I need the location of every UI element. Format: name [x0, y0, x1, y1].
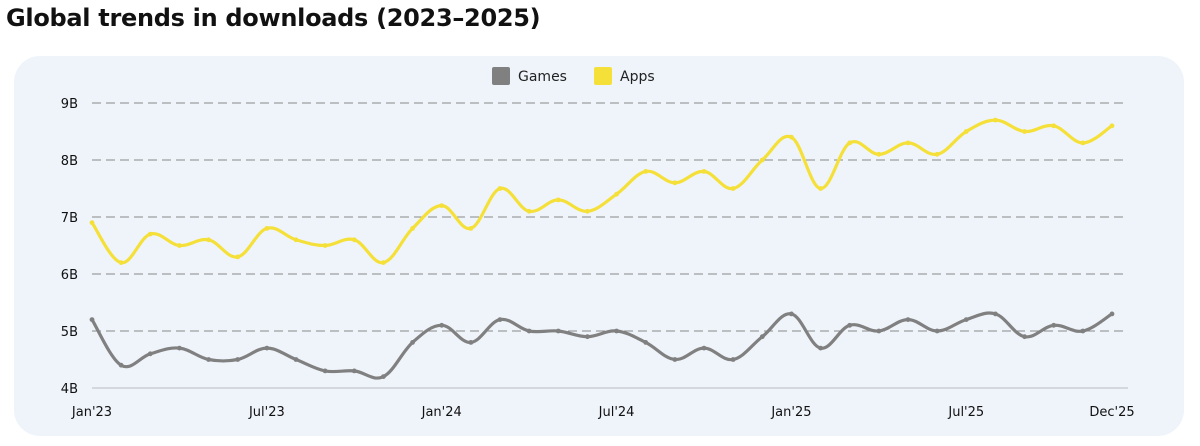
- x-tick-label: Jul'25: [947, 405, 984, 420]
- x-tick-label: Jan'23: [71, 405, 112, 420]
- games-data-point: [293, 357, 299, 362]
- games-data-point: [934, 328, 940, 334]
- apps-data-point: [759, 157, 765, 163]
- games-data-point: [818, 345, 823, 351]
- apps-data-point: [381, 260, 386, 265]
- apps-data-point: [235, 254, 241, 260]
- games-data-point: [1022, 334, 1027, 340]
- apps-data-point: [585, 208, 590, 214]
- games-data-point: [439, 322, 445, 328]
- games-data-point: [264, 345, 270, 351]
- apps-data-point: [818, 186, 823, 191]
- apps-legend-label: Apps: [620, 69, 655, 85]
- apps-data-point: [264, 226, 270, 231]
- apps-data-point: [497, 186, 503, 191]
- apps-data-point: [672, 180, 678, 186]
- games-data-point: [351, 368, 357, 374]
- y-tick-label: 9B: [61, 97, 78, 112]
- apps-data-point: [526, 208, 532, 214]
- games-data-point: [614, 328, 619, 334]
- games-data-point: [759, 334, 765, 340]
- games-data-point: [701, 345, 707, 351]
- games-data-point: [876, 328, 882, 334]
- apps-data-point: [1022, 129, 1027, 134]
- apps-data-point: [555, 197, 561, 203]
- chart-title: Global trends in downloads (2023–2025): [6, 4, 541, 32]
- games-data-point: [381, 374, 386, 379]
- games-data-point: [235, 357, 241, 362]
- games-data-point: [1080, 328, 1086, 334]
- games-data-point: [555, 328, 561, 334]
- games-data-point: [89, 317, 95, 322]
- apps-data-point: [701, 169, 707, 174]
- apps-data-point: [468, 226, 474, 231]
- games-data-point: [177, 345, 182, 351]
- apps-data-point: [147, 231, 153, 237]
- games-data-point: [468, 340, 474, 345]
- apps-data-point: [963, 129, 969, 134]
- apps-data-point: [206, 237, 211, 243]
- apps-data-point: [177, 243, 182, 248]
- apps-legend-swatch: [594, 67, 612, 85]
- apps-data-point: [118, 260, 124, 265]
- x-tick-label: Dec'25: [1089, 405, 1134, 420]
- y-tick-label: 6B: [61, 268, 78, 283]
- games-data-point: [206, 357, 211, 362]
- games-data-point: [905, 317, 911, 322]
- games-data-point: [497, 317, 503, 322]
- games-data-point: [993, 311, 998, 317]
- apps-data-point: [439, 203, 445, 209]
- apps-data-point: [351, 237, 357, 243]
- games-data-point: [585, 334, 590, 340]
- apps-data-point: [614, 191, 619, 197]
- games-data-point: [672, 357, 678, 362]
- apps-series-line: [90, 118, 1114, 265]
- apps-data-point: [934, 151, 940, 157]
- apps-data-point: [643, 169, 649, 174]
- y-tick-label: 8B: [61, 154, 78, 169]
- apps-data-point: [730, 186, 736, 191]
- games-legend-label: Games: [518, 69, 567, 85]
- games-data-point: [789, 311, 794, 317]
- games-data-point: [118, 362, 124, 368]
- x-tick-label: Jul'24: [598, 405, 635, 420]
- x-tick-label: Jan'24: [421, 405, 462, 420]
- games-data-point: [643, 340, 649, 345]
- apps-data-point: [322, 243, 328, 248]
- apps-data-point: [876, 151, 882, 157]
- games-data-point: [410, 340, 415, 345]
- games-data-point: [147, 351, 153, 357]
- y-tick-label: 4B: [61, 382, 78, 397]
- apps-data-point: [89, 220, 95, 226]
- y-tick-label: 7B: [61, 211, 78, 226]
- apps-data-point: [1051, 123, 1057, 129]
- games-data-point: [1051, 322, 1057, 328]
- games-data-point: [322, 368, 328, 374]
- apps-data-point: [993, 117, 998, 123]
- apps-data-point: [410, 226, 415, 231]
- games-data-point: [730, 357, 736, 362]
- apps-data-point: [789, 134, 794, 140]
- games-legend-swatch: [492, 67, 510, 85]
- games-data-point: [963, 317, 969, 322]
- games-data-point: [526, 328, 532, 334]
- apps-data-point: [905, 140, 911, 146]
- apps-data-point: [293, 237, 299, 243]
- apps-data-point: [847, 140, 853, 146]
- apps-data-point: [1109, 123, 1115, 129]
- x-tick-label: Jan'25: [770, 405, 811, 420]
- x-tick-label: Jul'23: [248, 405, 285, 420]
- games-data-point: [847, 322, 853, 328]
- games-series-line: [90, 311, 1114, 380]
- y-tick-label: 5B: [61, 325, 78, 340]
- games-data-point: [1109, 311, 1115, 317]
- apps-data-point: [1080, 140, 1086, 146]
